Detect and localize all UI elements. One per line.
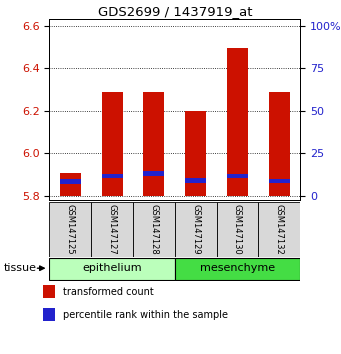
Bar — [258, 202, 300, 257]
Bar — [60, 173, 81, 196]
Bar — [185, 111, 206, 196]
Bar — [91, 202, 133, 257]
Bar — [217, 202, 258, 257]
Bar — [43, 308, 55, 321]
Bar — [144, 171, 164, 176]
Bar — [43, 285, 55, 298]
Text: tissue: tissue — [3, 263, 36, 273]
Text: GSM147128: GSM147128 — [149, 204, 158, 255]
Text: GSM147129: GSM147129 — [191, 204, 200, 255]
Title: GDS2699 / 1437919_at: GDS2699 / 1437919_at — [98, 5, 252, 18]
Text: mesenchyme: mesenchyme — [200, 263, 275, 273]
Text: GSM147127: GSM147127 — [108, 204, 117, 255]
Bar — [49, 258, 175, 280]
Text: GSM147130: GSM147130 — [233, 204, 242, 255]
Bar — [227, 174, 248, 178]
Bar — [185, 178, 206, 183]
Text: GSM147125: GSM147125 — [66, 204, 75, 255]
Text: percentile rank within the sample: percentile rank within the sample — [63, 310, 228, 320]
Bar — [102, 174, 122, 178]
Bar — [269, 178, 290, 183]
Bar — [133, 202, 175, 257]
Bar — [60, 179, 81, 184]
Bar — [144, 92, 164, 196]
Bar — [269, 92, 290, 196]
Bar — [175, 258, 300, 280]
Bar — [175, 202, 217, 257]
Bar — [227, 48, 248, 196]
Bar — [49, 202, 91, 257]
Text: transformed count: transformed count — [63, 287, 154, 297]
Text: GSM147132: GSM147132 — [275, 204, 284, 255]
Text: epithelium: epithelium — [82, 263, 142, 273]
Bar — [102, 92, 122, 196]
